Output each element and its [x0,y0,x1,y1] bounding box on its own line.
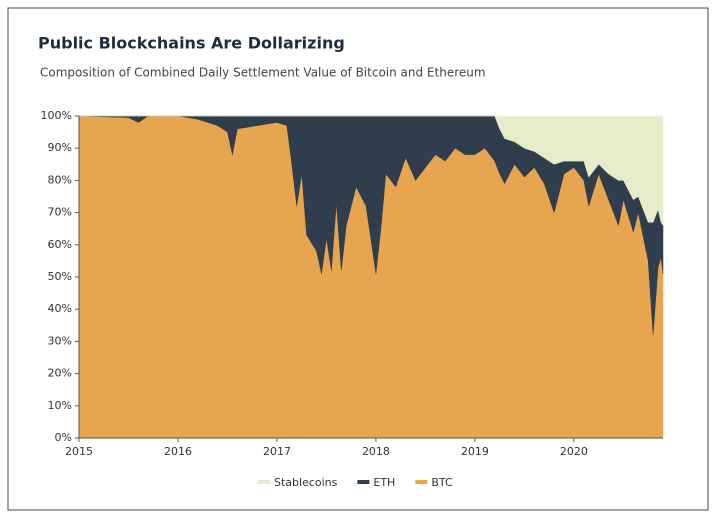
legend-swatch [415,480,428,484]
y-tick-label: 60% [48,238,72,251]
x-tick-label: 2019 [461,445,489,458]
y-tick-label: 100% [41,109,72,122]
y-tick-label: 20% [48,367,72,380]
x-tick-label: 2020 [560,445,588,458]
y-tick-label: 10% [48,399,72,412]
x-tick-label: 2017 [263,445,291,458]
y-tick-label: 70% [48,206,72,219]
y-tick-label: 80% [48,173,72,186]
y-tick-label: 50% [48,270,72,283]
x-tick-label: 2016 [164,445,192,458]
x-tick-label: 2015 [65,445,93,458]
y-tick-label: 0% [55,431,72,444]
chart-title: Public Blockchains Are Dollarizing [38,34,345,53]
chart-subtitle: Composition of Combined Daily Settlement… [40,66,486,80]
y-tick-label: 90% [48,141,72,154]
legend-swatch [357,480,370,484]
legend-label: BTC [431,476,453,489]
y-tick-label: 40% [48,302,72,315]
x-tick-label: 2018 [362,445,390,458]
frame [7,7,709,511]
legend-swatch [258,480,270,484]
area-2 [79,115,664,227]
legend-label: Stablecoins [274,476,338,489]
legend-label: ETH [373,476,395,489]
y-tick-label: 30% [48,334,72,347]
